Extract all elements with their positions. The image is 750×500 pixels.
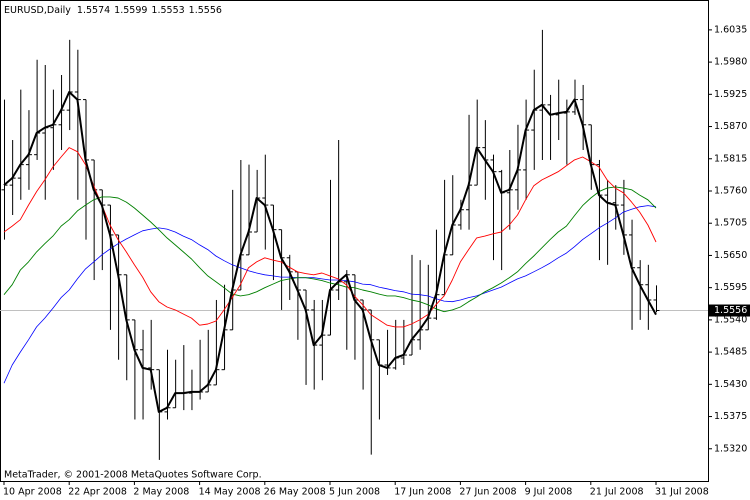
x-tick-label: 31 Jul 2008	[655, 487, 709, 498]
x-tick-label: 5 Jun 2008	[329, 487, 380, 498]
y-tick-label: 1.5925	[714, 89, 747, 100]
x-tick-label: 21 Jul 2008	[590, 487, 644, 498]
x-tick-label: 22 Apr 2008	[68, 487, 127, 498]
x-tick-label: 26 May 2008	[264, 487, 326, 498]
last-open: 1.5574	[77, 5, 110, 16]
y-tick-label: 1.5815	[714, 153, 747, 164]
x-tick-label: 10 Apr 2008	[3, 487, 62, 498]
moving-average-line	[3, 91, 657, 413]
y-tick-label: 1.5430	[714, 379, 747, 390]
y-tick-label: 1.5485	[714, 347, 747, 358]
last-low: 1.5553	[151, 5, 184, 16]
current-price-label: 1.5556	[714, 305, 747, 316]
x-tick-label: 14 May 2008	[199, 487, 261, 498]
moving-average-line	[3, 186, 657, 313]
y-tick-label: 1.5320	[714, 443, 747, 454]
x-tick-label: 2 May 2008	[133, 487, 189, 498]
x-tick-label: 17 Jun 2008	[394, 487, 451, 498]
y-tick-label: 1.5650	[714, 250, 747, 261]
last-high: 1.5599	[114, 5, 147, 16]
x-tick-label: 9 Jul 2008	[525, 487, 573, 498]
moving-average-line	[3, 147, 657, 328]
y-tick-label: 1.5705	[714, 218, 747, 229]
plot-frame	[0, 0, 709, 482]
y-tick-label: 1.5375	[714, 411, 747, 422]
x-tick-label: 27 Jun 2008	[459, 487, 516, 498]
y-tick-label: 1.5870	[714, 121, 747, 132]
chart-header: EURUSD,Daily 1.5574 1.5599 1.5553 1.5556	[4, 5, 222, 16]
y-tick-label: 1.5980	[714, 57, 747, 68]
current-price-box	[709, 304, 750, 317]
footer: MetaTrader, © 2001-2008 MetaQuotes Softw…	[4, 470, 262, 481]
y-tick-label: 1.5540	[714, 314, 747, 325]
chart-title: EURUSD,Daily	[4, 5, 71, 16]
y-tick-label: 1.6035	[714, 24, 747, 35]
y-tick-label: 1.5760	[714, 185, 747, 196]
last-close: 1.5556	[189, 5, 222, 16]
y-tick-label: 1.5595	[714, 282, 747, 293]
